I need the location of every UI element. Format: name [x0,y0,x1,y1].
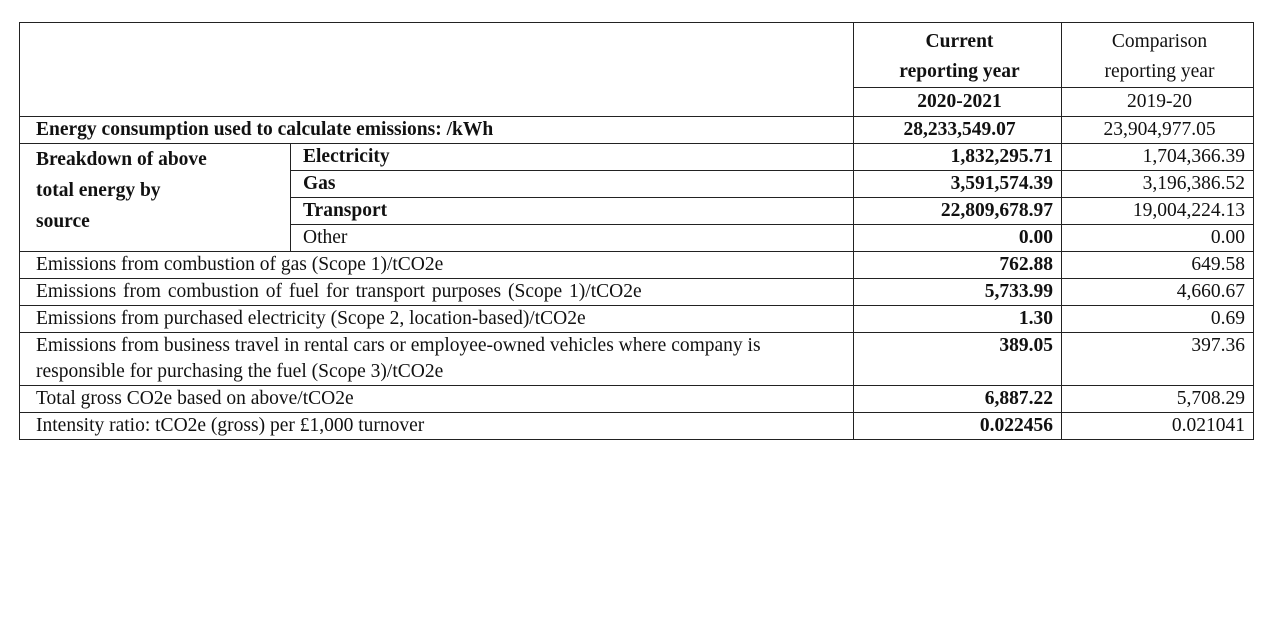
breakdown-comparison-value: 3,196,386.52 [1061,170,1254,198]
header-current-line2: reporting year [899,61,1020,82]
emission-current-value: 0.022456 [853,412,1062,440]
emission-current-value: 1.30 [853,305,1062,333]
breakdown-source-label: Electricity [290,143,854,171]
breakdown-label-line3: source [36,211,90,232]
energy-total-current: 28,233,549.07 [853,116,1062,144]
emission-row-intensity-ratio: Intensity ratio: tCO2e (gross) per £1,00… [19,412,1254,440]
emission-current-value: 389.05 [853,332,1062,386]
header-comparison-line2: reporting year [1104,61,1215,82]
header-blank-cell [19,22,854,117]
emission-comparison-value: 649.58 [1061,251,1254,279]
emission-label: Intensity ratio: tCO2e (gross) per £1,00… [19,412,854,440]
energy-total-comparison: 23,904,977.05 [1061,116,1254,144]
header-current-line1: Current [925,31,994,52]
header-comparison-line1: Comparison [1111,31,1208,52]
emission-row-transport-fuel: Emissions from combustion of fuel for tr… [19,278,1254,306]
emission-label: Emissions from combustion of gas (Scope … [19,251,854,279]
emission-comparison-value: 4,660.67 [1061,278,1254,306]
emission-label: Emissions from purchased electricity (Sc… [19,305,854,333]
breakdown-source-label: Gas [290,170,854,198]
emission-label: Emissions from business travel in rental… [19,332,854,386]
header-current-cell: Current reporting year [853,22,1062,88]
header-current-period: 2020-2021 [853,87,1062,117]
breakdown-row-electricity: Breakdown of above total energy by sourc… [19,143,1254,252]
emission-label: Total gross CO2e based on above/tCO2e [19,385,854,413]
header-comparison-period: 2019-20 [1061,87,1254,117]
breakdown-current-value: 3,591,574.39 [853,170,1062,198]
emission-comparison-value: 0.021041 [1061,412,1254,440]
breakdown-source-label: Other [290,224,854,252]
breakdown-current-value: 0.00 [853,224,1062,252]
energy-total-row: Energy consumption used to calculate emi… [19,116,1254,144]
breakdown-label-line2: total energy by [36,180,161,201]
breakdown-row-other: Other 0.00 0.00 [20,224,1254,252]
emission-comparison-value: 397.36 [1061,332,1254,386]
emission-current-value: 762.88 [853,251,1062,279]
energy-total-label: Energy consumption used to calculate emi… [19,116,854,144]
emission-comparison-value: 5,708.29 [1061,385,1254,413]
emission-current-value: 6,887.22 [853,385,1062,413]
breakdown-current-value: 1,832,295.71 [853,143,1062,171]
emission-row-business-travel: Emissions from business travel in rental… [19,332,1254,386]
breakdown-source-label: Transport [290,197,854,225]
emission-current-value: 5,733.99 [853,278,1062,306]
breakdown-comparison-value: 0.00 [1061,224,1254,252]
breakdown-comparison-value: 1,704,366.39 [1061,143,1254,171]
energy-emissions-table: Current reporting year Comparison report… [19,22,1254,440]
breakdown-row-transport: Transport 22,809,678.97 19,004,224.13 [20,197,1254,225]
emission-label: Emissions from combustion of fuel for tr… [19,278,854,306]
header-row: Current reporting year Comparison report… [19,22,1254,117]
emission-comparison-value: 0.69 [1061,305,1254,333]
header-period-row: 2020-2021 2019-20 [20,87,1254,117]
breakdown-current-value: 22,809,678.97 [853,197,1062,225]
breakdown-comparison-value: 19,004,224.13 [1061,197,1254,225]
emission-row-total-gross: Total gross CO2e based on above/tCO2e 6,… [19,385,1254,413]
header-comparison-cell: Comparison reporting year [1061,22,1254,88]
emission-row-gas-combustion: Emissions from combustion of gas (Scope … [19,251,1254,279]
breakdown-label-line1: Breakdown of above [36,149,207,170]
breakdown-label: Breakdown of above total energy by sourc… [19,143,291,252]
emission-row-purchased-electricity: Emissions from purchased electricity (Sc… [19,305,1254,333]
